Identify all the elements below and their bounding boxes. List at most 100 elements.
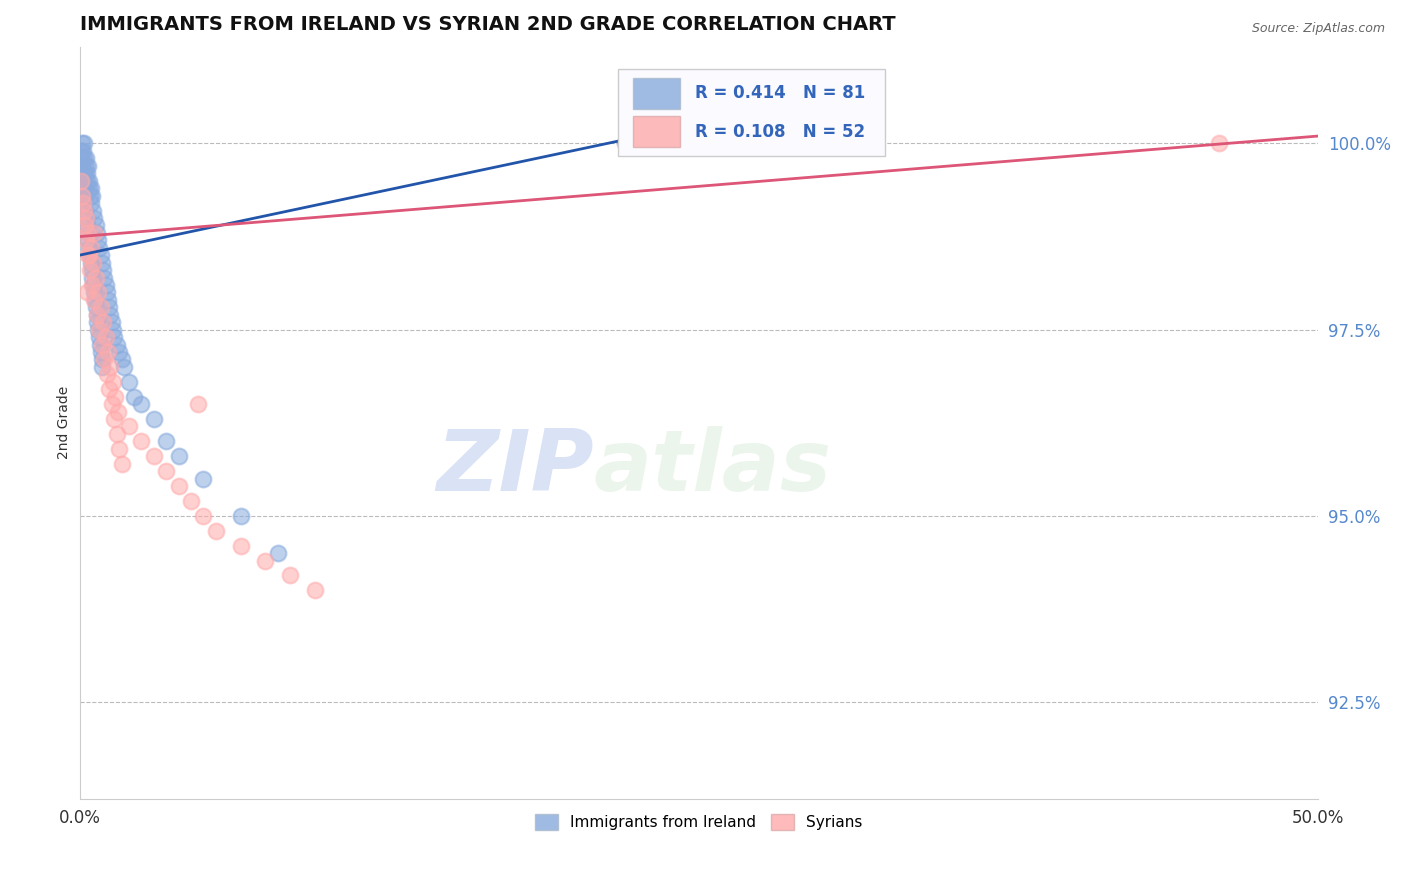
- Point: [229, 508, 252, 523]
- Point: [82, 270, 104, 285]
- Point: [91, 315, 114, 329]
- Point: [82, 255, 104, 269]
- Point: [87, 323, 110, 337]
- Point: [193, 472, 215, 486]
- FancyBboxPatch shape: [633, 78, 681, 109]
- Point: [70, 166, 93, 180]
- Point: [83, 293, 105, 307]
- Point: [94, 330, 117, 344]
- Point: [80, 255, 103, 269]
- Point: [73, 203, 96, 218]
- Point: [98, 301, 121, 315]
- Point: [82, 277, 104, 292]
- Point: [79, 248, 101, 262]
- Point: [77, 241, 100, 255]
- Point: [75, 188, 97, 202]
- Text: R = 0.414   N = 81: R = 0.414 N = 81: [695, 85, 866, 103]
- Point: [111, 457, 134, 471]
- Point: [87, 233, 110, 247]
- Point: [118, 419, 141, 434]
- Point: [72, 174, 94, 188]
- Point: [80, 263, 103, 277]
- Point: [72, 159, 94, 173]
- Point: [118, 375, 141, 389]
- Point: [103, 330, 125, 344]
- Point: [73, 181, 96, 195]
- Point: [111, 352, 134, 367]
- Point: [75, 211, 97, 225]
- Point: [96, 368, 118, 382]
- Point: [77, 248, 100, 262]
- Point: [167, 479, 190, 493]
- Point: [103, 412, 125, 426]
- Point: [100, 359, 122, 374]
- Point: [108, 442, 131, 456]
- Point: [91, 263, 114, 277]
- Point: [142, 450, 165, 464]
- Point: [101, 375, 124, 389]
- Point: [105, 337, 128, 351]
- Text: IMMIGRANTS FROM IRELAND VS SYRIAN 2ND GRADE CORRELATION CHART: IMMIGRANTS FROM IRELAND VS SYRIAN 2ND GR…: [80, 15, 896, 34]
- Point: [104, 390, 127, 404]
- Point: [90, 337, 112, 351]
- Point: [83, 285, 105, 300]
- Point: [69, 152, 91, 166]
- Point: [79, 188, 101, 202]
- Point: [267, 546, 290, 560]
- Point: [79, 263, 101, 277]
- Point: [72, 196, 94, 211]
- Point: [87, 285, 110, 300]
- Point: [75, 233, 97, 247]
- Point: [86, 226, 108, 240]
- Point: [180, 494, 202, 508]
- Point: [613, 136, 636, 151]
- Point: [79, 248, 101, 262]
- Point: [76, 166, 98, 180]
- Point: [89, 323, 111, 337]
- Point: [70, 188, 93, 202]
- Point: [122, 390, 145, 404]
- Point: [79, 241, 101, 255]
- Point: [167, 450, 190, 464]
- Point: [193, 508, 215, 523]
- Point: [72, 196, 94, 211]
- Point: [80, 196, 103, 211]
- Point: [90, 352, 112, 367]
- Point: [90, 255, 112, 269]
- Point: [79, 174, 101, 188]
- Point: [70, 144, 93, 158]
- Point: [72, 188, 94, 202]
- Point: [84, 219, 107, 233]
- Point: [75, 211, 97, 225]
- Point: [112, 359, 135, 374]
- Point: [86, 315, 108, 329]
- Point: [70, 181, 93, 195]
- Point: [96, 285, 118, 300]
- Point: [94, 277, 117, 292]
- Point: [76, 174, 98, 188]
- Point: [187, 397, 209, 411]
- Point: [77, 226, 100, 240]
- Point: [90, 301, 112, 315]
- Point: [278, 568, 301, 582]
- Point: [83, 226, 105, 240]
- Point: [83, 293, 105, 307]
- Point: [72, 144, 94, 158]
- FancyBboxPatch shape: [633, 116, 681, 147]
- Point: [100, 308, 122, 322]
- Point: [204, 524, 226, 538]
- Point: [70, 136, 93, 151]
- Point: [70, 174, 93, 188]
- Point: [105, 426, 128, 441]
- Point: [1208, 136, 1230, 151]
- Point: [93, 270, 115, 285]
- Point: [75, 152, 97, 166]
- Point: [155, 434, 177, 449]
- Point: [90, 248, 112, 262]
- Point: [86, 308, 108, 322]
- Point: [229, 539, 252, 553]
- Point: [76, 285, 98, 300]
- Point: [98, 382, 121, 396]
- Point: [86, 308, 108, 322]
- Point: [84, 301, 107, 315]
